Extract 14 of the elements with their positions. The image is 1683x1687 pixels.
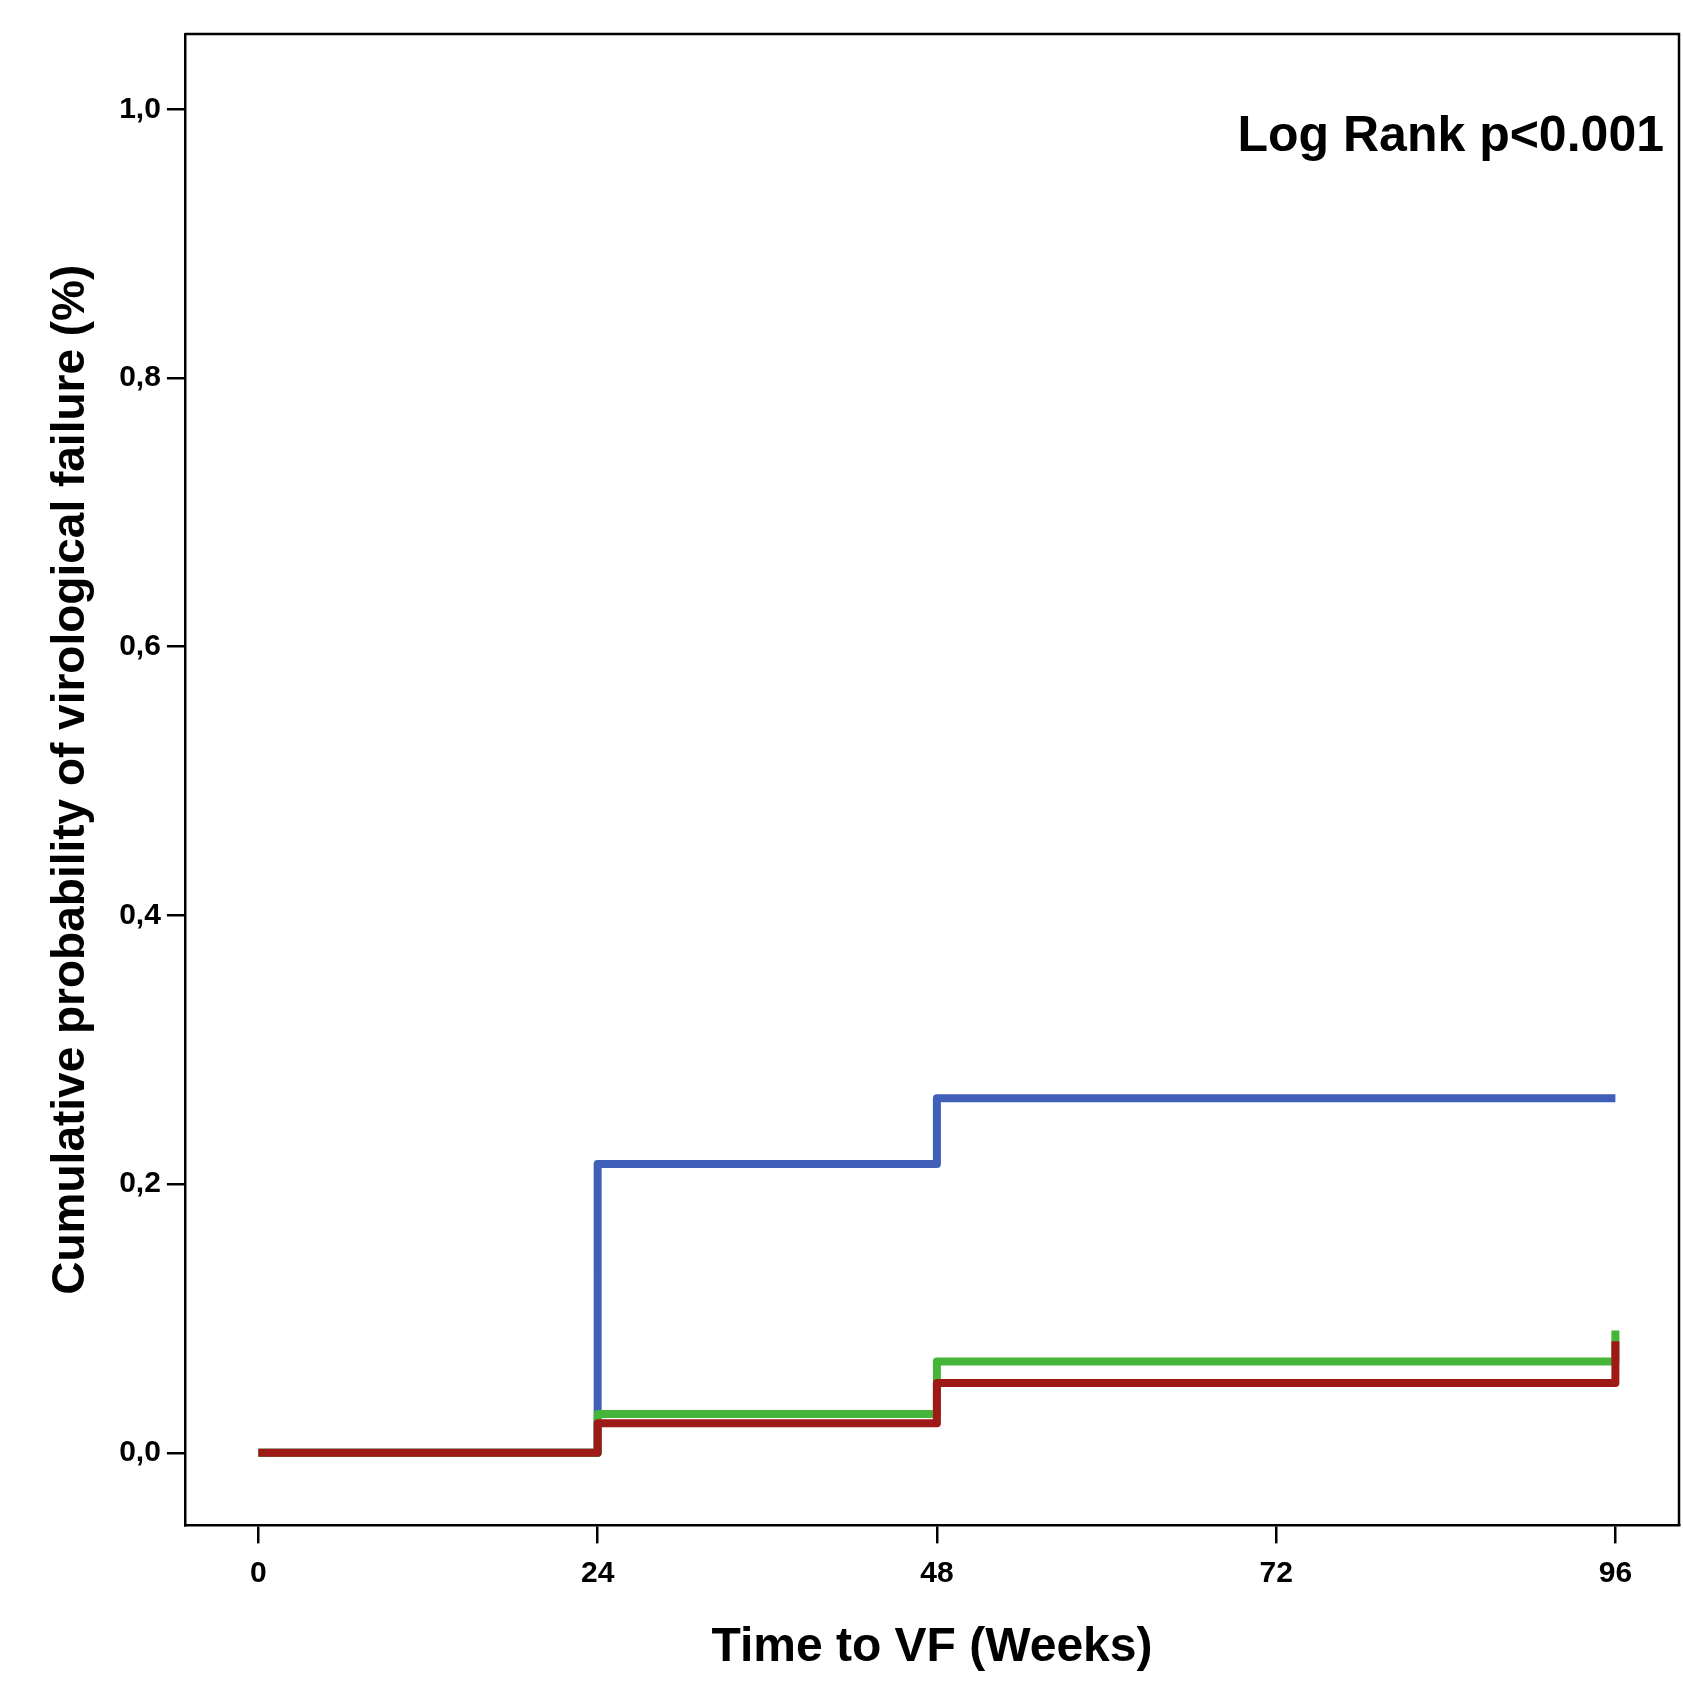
y-tick-label: 0,6 (119, 627, 161, 661)
x-tick-label: 24 (580, 1554, 615, 1588)
y-tick-label: 0,0 (119, 1434, 161, 1468)
y-axis-title: Cumulative probability of virological failure (%) (42, 264, 95, 1295)
x-axis-title: Time to VF (Weeks) (711, 1618, 1153, 1672)
x-tick-label: 0 (250, 1554, 267, 1588)
x-tick-label: 48 (920, 1554, 954, 1588)
y-tick-label: 0,8 (119, 359, 161, 393)
y-tick-label: 0,2 (119, 1165, 161, 1199)
x-tick-label: 96 (1598, 1554, 1633, 1588)
x-tick-label: 72 (1259, 1554, 1293, 1588)
y-tick-label: 0,4 (119, 896, 162, 930)
annotation: Log Rank p<0.001 (1237, 105, 1664, 162)
y-tick-label: 1,0 (119, 90, 161, 124)
